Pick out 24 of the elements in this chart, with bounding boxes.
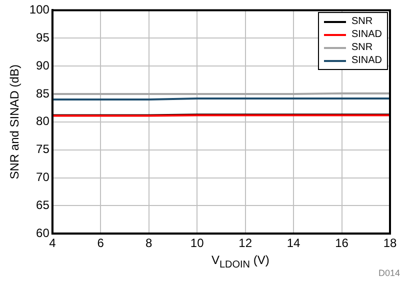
x-tick-label: 12 xyxy=(238,236,252,250)
y-tick-label: 100 xyxy=(29,2,50,17)
y-tick-label: 70 xyxy=(36,170,50,184)
x-tick-label: 16 xyxy=(335,236,349,250)
legend-label: SINAD xyxy=(350,28,382,42)
y-tick-label: 60 xyxy=(36,226,50,240)
text: D014 xyxy=(378,268,400,278)
y-axis-title: SNR and SINAD (dB) xyxy=(8,64,22,180)
y-tick-label: 80 xyxy=(36,114,50,128)
x-tick-label: 6 xyxy=(97,236,104,250)
x-axis-title: V$_{LDOIN}$ (V) xyxy=(211,253,270,270)
legend-label: SNR xyxy=(350,41,374,54)
y-tick-label: 85 xyxy=(36,86,50,100)
x-tick-label: 18 xyxy=(383,236,397,250)
y-tick-label: 90 xyxy=(36,58,50,72)
y-tick-label: 65 xyxy=(36,198,50,212)
y-tick-label: 75 xyxy=(36,142,50,156)
x-tick-label: 8 xyxy=(146,236,153,250)
legend-label: SINAD xyxy=(350,54,382,68)
y-tick-label: 95 xyxy=(36,30,50,44)
x-tick-label: 14 xyxy=(286,236,301,250)
legend-label: SNR xyxy=(350,15,374,28)
x-tick-label: 4 xyxy=(49,236,56,250)
x-tick-label: 10 xyxy=(190,236,204,250)
